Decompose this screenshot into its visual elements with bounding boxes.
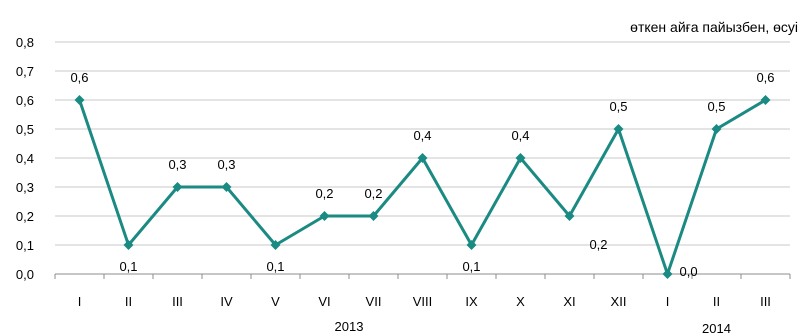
gridlines bbox=[55, 41, 790, 246]
data-label: 0,5 bbox=[707, 99, 725, 114]
x-tick-label: XII bbox=[611, 294, 627, 309]
y-tick-label: 0,1 bbox=[16, 238, 34, 253]
x-tick-label: I bbox=[78, 294, 82, 309]
data-point-marker bbox=[319, 211, 330, 221]
y-tick-label: 0,7 bbox=[16, 64, 34, 79]
data-label: 0,4 bbox=[511, 128, 529, 143]
y-tick-label: 0,0 bbox=[16, 267, 34, 282]
x-tick-label: III bbox=[760, 294, 771, 309]
data-label: 0,3 bbox=[168, 157, 186, 172]
data-point-marker bbox=[711, 124, 722, 134]
x-tick-label: V bbox=[271, 294, 280, 309]
x-tick-label: VI bbox=[318, 294, 330, 309]
data-point-marker bbox=[172, 182, 183, 192]
data-label: 0,1 bbox=[462, 259, 480, 274]
data-point-marker bbox=[662, 269, 673, 279]
data-point-marker bbox=[613, 124, 624, 134]
data-labels: 0,6 0,1 0,3 0,3 0,1 0,2 0,2 0,4 0,1 0,4 0,5 0,0 0,5 0… bbox=[70, 70, 774, 279]
data-label: 0,6 bbox=[70, 70, 88, 85]
data-point-marker bbox=[221, 182, 232, 192]
x-tick-label: XI bbox=[563, 294, 575, 309]
data-label: 0,6 bbox=[756, 70, 774, 85]
y-tick-label: 0,8 bbox=[16, 35, 34, 50]
year-group-label: 2013 bbox=[335, 319, 364, 334]
chart-subtitle: өткен айға пайызбен, өсуі bbox=[630, 19, 798, 35]
x-tick-label: IV bbox=[220, 294, 233, 309]
y-tick-label: 0,4 bbox=[16, 151, 34, 166]
x-tick-label: II bbox=[125, 294, 132, 309]
x-tick-label: VIII bbox=[413, 294, 433, 309]
y-tick-label: 0,5 bbox=[16, 122, 34, 137]
data-label: 0,1 bbox=[119, 259, 137, 274]
data-point-marker bbox=[760, 95, 771, 105]
data-label: 0,2 bbox=[315, 186, 333, 201]
data-point-marker bbox=[466, 240, 477, 250]
data-label: 0,1 bbox=[266, 259, 284, 274]
x-tick-label: IX bbox=[465, 294, 478, 309]
data-point-marker bbox=[368, 211, 379, 221]
y-tick-label: 0,3 bbox=[16, 180, 34, 195]
x-tick-label: X bbox=[516, 294, 525, 309]
data-point-marker bbox=[564, 211, 575, 221]
series-line bbox=[74, 95, 771, 279]
data-label: 0,4 bbox=[413, 128, 431, 143]
x-tick-label: I bbox=[666, 294, 670, 309]
y-tick-label: 0,2 bbox=[16, 209, 34, 224]
x-tick-label: VII bbox=[366, 294, 382, 309]
year-group-label: 2014 bbox=[702, 321, 731, 336]
data-label: 0,0 bbox=[680, 264, 698, 279]
x-tick-label: II bbox=[713, 294, 720, 309]
extra-data-label: 0,2 bbox=[589, 237, 607, 252]
data-point-marker bbox=[515, 153, 526, 163]
data-point-marker bbox=[417, 153, 428, 163]
data-point-marker bbox=[270, 240, 281, 250]
data-label: 0,5 bbox=[609, 99, 627, 114]
data-point-marker bbox=[123, 240, 134, 250]
y-tick-label: 0,6 bbox=[16, 93, 34, 108]
data-point-marker bbox=[74, 95, 85, 105]
data-label: 0,2 bbox=[364, 186, 382, 201]
y-axis: 0,0 0,1 0,2 0,3 0,4 0,5 0,6 0,7 0,8 bbox=[16, 35, 34, 282]
data-label: 0,3 bbox=[217, 157, 235, 172]
x-tick-label: III bbox=[172, 294, 183, 309]
